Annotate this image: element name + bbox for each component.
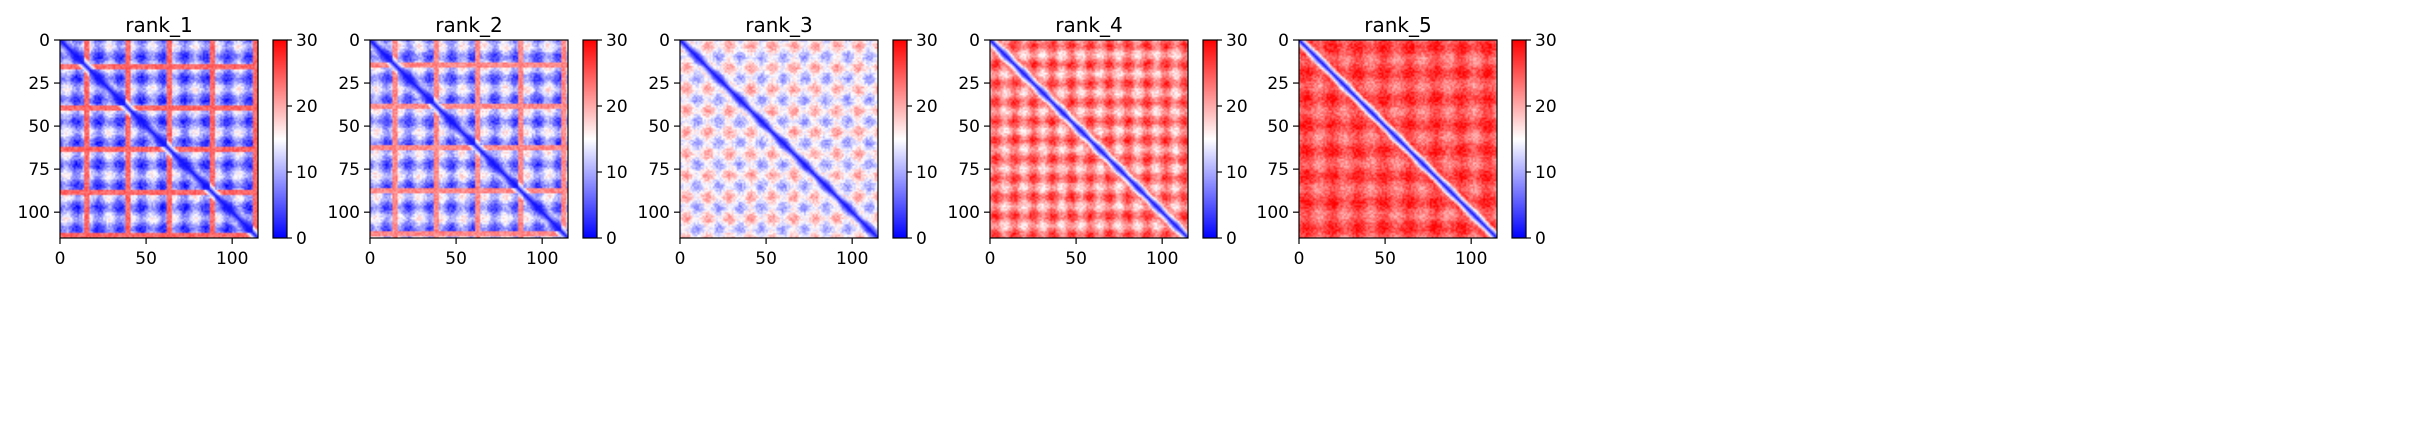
axes-frame xyxy=(989,39,1189,239)
x-tick-label: 0 xyxy=(1294,249,1305,269)
x-tick-label: 100 xyxy=(836,249,868,269)
y-tick-label: 25 xyxy=(648,74,670,94)
axes-frame xyxy=(59,39,259,239)
x-tick-label: 0 xyxy=(55,249,66,269)
colorbar-tick-label: 10 xyxy=(296,163,318,183)
panel-title: rank_4 xyxy=(1055,13,1122,37)
colorbar-tick-label: 30 xyxy=(1226,31,1248,51)
colorbar-tick-label: 30 xyxy=(916,31,938,51)
panel-4: rank_4 0 50 100 0 25 50 75 100 0 10 20 30 xyxy=(948,13,1248,269)
y-tick-label: 75 xyxy=(1267,160,1289,180)
y-tick-label: 25 xyxy=(338,74,360,94)
colorbar xyxy=(1511,39,1527,239)
axes-frame xyxy=(369,39,569,239)
colorbar xyxy=(1202,39,1218,239)
panel-title: rank_5 xyxy=(1364,13,1431,37)
colorbar-tick-label: 30 xyxy=(606,31,628,51)
panel-2: rank_2 0 50 100 0 25 50 75 100 0 10 20 30 xyxy=(328,13,628,269)
x-tick-label: 100 xyxy=(216,249,248,269)
heatmap-image xyxy=(370,40,568,238)
y-tick-label: 25 xyxy=(1267,74,1289,94)
x-tick-label: 50 xyxy=(1374,249,1396,269)
y-tick-label: 50 xyxy=(958,117,980,137)
colorbar xyxy=(582,39,598,239)
x-tick-label: 100 xyxy=(1146,249,1178,269)
colorbar-tick-label: 0 xyxy=(1226,229,1237,249)
y-tick-label: 0 xyxy=(349,31,360,51)
panel-title: rank_2 xyxy=(435,13,502,37)
x-tick-label: 100 xyxy=(1455,249,1487,269)
colorbar-tick-label: 0 xyxy=(916,229,927,249)
heatmap-image xyxy=(680,40,878,238)
colorbar-tick-label: 20 xyxy=(1535,97,1557,117)
y-tick-label: 100 xyxy=(1257,203,1289,223)
colorbar-tick-label: 20 xyxy=(1226,97,1248,117)
x-tick-label: 0 xyxy=(675,249,686,269)
y-tick-label: 75 xyxy=(28,160,50,180)
y-tick-label: 50 xyxy=(1267,117,1289,137)
panel-5: rank_5 0 50 100 0 25 50 75 100 0 10 20 30 xyxy=(1257,13,1557,269)
colorbar-tick-label: 0 xyxy=(1535,229,1546,249)
x-tick-label: 0 xyxy=(985,249,996,269)
y-tick-label: 0 xyxy=(659,31,670,51)
panel-title: rank_1 xyxy=(125,13,192,37)
colorbar-tick-label: 30 xyxy=(1535,31,1557,51)
colorbar-tick-label: 20 xyxy=(296,97,318,117)
colorbar-tick-label: 0 xyxy=(606,229,617,249)
y-tick-label: 0 xyxy=(969,31,980,51)
y-tick-label: 100 xyxy=(638,203,670,223)
colorbar-tick-label: 20 xyxy=(606,97,628,117)
colorbar-tick-label: 20 xyxy=(916,97,938,117)
y-tick-label: 75 xyxy=(648,160,670,180)
y-tick-label: 0 xyxy=(39,31,50,51)
x-tick-label: 50 xyxy=(1065,249,1087,269)
colorbar-tick-label: 30 xyxy=(296,31,318,51)
y-tick-label: 25 xyxy=(28,74,50,94)
heatmap-image xyxy=(1299,40,1497,238)
x-tick-label: 50 xyxy=(135,249,157,269)
x-tick-label: 0 xyxy=(365,249,376,269)
x-tick-label: 50 xyxy=(445,249,467,269)
y-tick-label: 75 xyxy=(958,160,980,180)
axes-frame xyxy=(1298,39,1498,239)
heatmap-image xyxy=(60,40,258,238)
colorbar xyxy=(272,39,288,239)
y-tick-label: 50 xyxy=(338,117,360,137)
y-tick-label: 25 xyxy=(958,74,980,94)
heatmap-image xyxy=(990,40,1188,238)
colorbar-tick-label: 10 xyxy=(1226,163,1248,183)
y-tick-label: 75 xyxy=(338,160,360,180)
y-tick-label: 100 xyxy=(948,203,980,223)
y-tick-label: 100 xyxy=(328,203,360,223)
y-tick-label: 50 xyxy=(28,117,50,137)
colorbar-tick-label: 0 xyxy=(296,229,307,249)
y-tick-label: 50 xyxy=(648,117,670,137)
panel-3: rank_3 0 50 100 0 25 50 75 100 0 10 20 30 xyxy=(638,13,938,269)
panel-title: rank_3 xyxy=(745,13,812,37)
panel-1: rank_1 0 50 100 0 25 50 75 100 0 10 20 30 xyxy=(18,13,318,269)
y-tick-label: 100 xyxy=(18,203,50,223)
y-tick-label: 0 xyxy=(1278,31,1289,51)
colorbar xyxy=(892,39,908,239)
colorbar-tick-label: 10 xyxy=(916,163,938,183)
x-tick-label: 100 xyxy=(526,249,558,269)
colorbar-tick-label: 10 xyxy=(1535,163,1557,183)
colorbar-tick-label: 10 xyxy=(606,163,628,183)
x-tick-label: 50 xyxy=(755,249,777,269)
axes-frame xyxy=(679,39,879,239)
